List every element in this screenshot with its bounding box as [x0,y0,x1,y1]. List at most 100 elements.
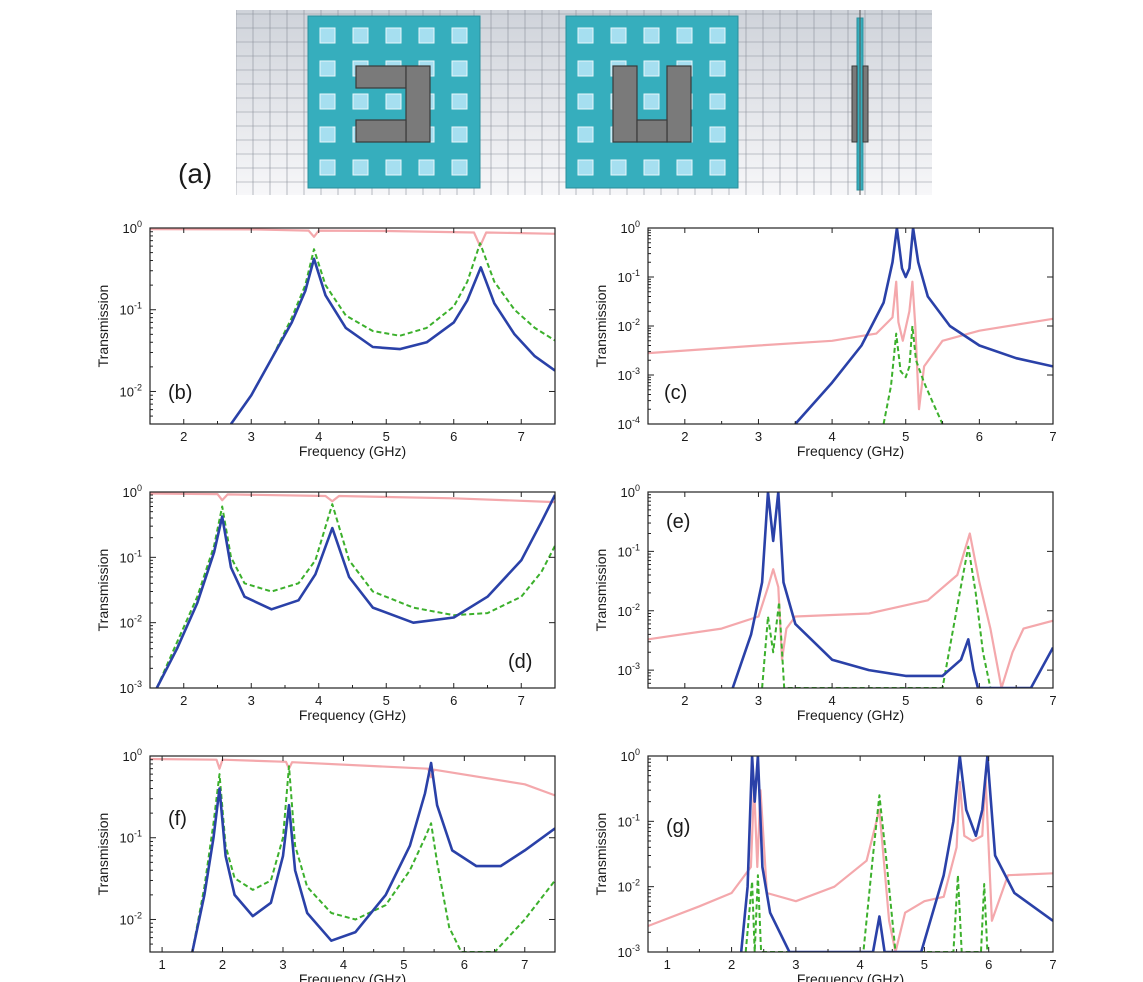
x-tick-label: 5 [383,693,390,708]
aperture-hole [676,159,693,176]
metal-resonator [355,65,407,89]
y-tick-label: 10-1 [618,268,640,285]
aperture-hole [319,93,336,110]
transmission-charts: 2 3 4 5 6 7 100 10-1 10-2 Frequency (GHz) Transmis… [95,219,1057,982]
series-line-pink [150,492,555,504]
x-tick-label: 2 [681,429,688,444]
series-line-pink [150,228,555,248]
y-tick-label: 100 [123,219,142,236]
panel-label-g: (g) [666,816,690,838]
y-tick-label: 10-2 [618,878,640,895]
aperture-hole [709,93,726,110]
x-tick-label: 2 [219,957,226,972]
x-tick-label: 7 [1049,429,1056,444]
aperture-hole [577,27,594,44]
aperture-hole [451,60,468,77]
chart-e: 2 3 4 5 6 7 100 10-1 10-2 10-3 Frequency (GHz) Tran… [593,483,1057,723]
panel-label-c: (c) [664,382,687,404]
x-axis-label: Frequency (GHz) [299,443,406,459]
x-axis-label: Frequency (GHz) [299,707,406,723]
y-tick-label: 10-1 [120,548,142,565]
series-line-green [230,242,555,424]
series-line-pink [648,280,1053,411]
y-tick-label: 10-2 [618,602,640,619]
x-tick-label: 7 [518,429,525,444]
aperture-hole [610,27,627,44]
aperture-hole [418,159,435,176]
plot-frame [647,755,1054,953]
y-axis-label: Transmission [95,813,111,896]
series-line-blue [155,494,555,688]
y-tick-label: 10-2 [618,317,640,334]
panel-label-a: (a) [178,158,212,189]
metal-resonator [636,119,668,143]
panel-label-b: (b) [168,382,192,404]
plot-frame [149,227,556,425]
chart-g: 1 2 3 4 5 6 7 100 10-1 10-2 10-3 Frequency (GHz) Tra… [593,747,1057,982]
series-line-green [744,794,989,952]
y-tick-label: 10-1 [618,542,640,559]
y-tick-label: 10-3 [618,366,640,383]
aperture-hole [451,93,468,110]
x-tick-label: 5 [902,693,909,708]
x-tick-label: 5 [383,429,390,444]
x-tick-label: 4 [828,429,835,444]
x-tick-label: 7 [1049,693,1056,708]
y-tick-label: 10-3 [618,661,640,678]
x-tick-label: 4 [857,957,864,972]
chart-d: 2 3 4 5 6 7 100 10-1 10-2 10-3 Frequency (GHz) Tran… [95,483,556,723]
x-tick-label: 7 [1049,957,1056,972]
aperture-hole [610,159,627,176]
unit-cell-side-view [851,10,869,195]
series-line-green [191,765,555,952]
aperture-hole [709,27,726,44]
x-tick-label: 3 [248,429,255,444]
series-line-blue [731,492,1053,688]
x-tick-label: 6 [985,957,992,972]
aperture-hole [451,126,468,143]
y-tick-label: 10-3 [120,679,142,696]
y-tick-label: 100 [123,747,142,764]
resonator-edge [862,65,869,143]
plot-frame [647,227,1054,425]
x-axis-label: Frequency (GHz) [797,971,904,982]
aperture-hole [319,159,336,176]
y-tick-label: 10-2 [120,910,142,927]
x-tick-label: 1 [158,957,165,972]
y-tick-label: 10-1 [120,829,142,846]
x-tick-label: 3 [792,957,799,972]
aperture-hole [643,27,660,44]
y-tick-label: 100 [621,483,640,500]
x-tick-label: 2 [681,693,688,708]
x-tick-label: 3 [248,693,255,708]
aperture-hole [352,27,369,44]
aperture-hole [319,126,336,143]
x-tick-label: 7 [521,957,528,972]
x-tick-label: 3 [755,693,762,708]
x-axis-label: Frequency (GHz) [797,443,904,459]
series-line-blue [229,257,555,424]
y-axis-label: Transmission [593,285,609,368]
x-tick-label: 4 [315,429,322,444]
y-axis-label: Transmission [95,549,111,632]
panel-label-f: (f) [168,808,187,830]
x-tick-label: 3 [755,429,762,444]
schematic-panel-a: (a) [178,10,932,195]
aperture-hole [577,60,594,77]
y-tick-label: 100 [621,747,640,764]
y-axis-label: Transmission [593,813,609,896]
x-tick-label: 4 [315,693,322,708]
aperture-hole [385,159,402,176]
series-line-blue [794,228,1053,424]
y-tick-label: 10-1 [618,812,640,829]
series-line-green [882,325,944,424]
y-tick-label: 10-1 [120,301,142,318]
x-tick-label: 1 [664,957,671,972]
panel-label-d: (d) [508,651,532,673]
x-tick-label: 6 [461,957,468,972]
unit-cell-c-shape [307,15,481,189]
y-tick-label: 10-2 [120,614,142,631]
aperture-hole [352,159,369,176]
metal-resonator [666,65,692,143]
